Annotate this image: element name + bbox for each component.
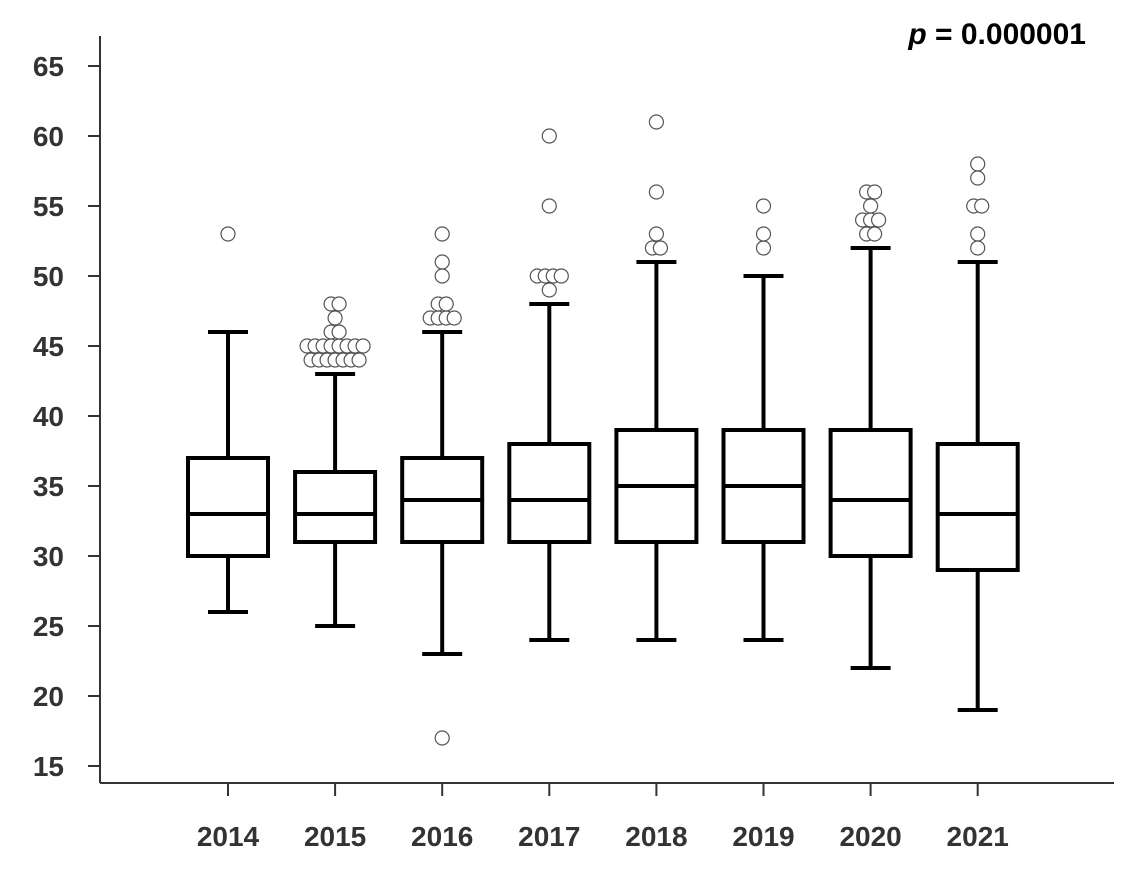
outlier-2015 <box>355 338 371 354</box>
y-tick-label-60: 60 <box>33 121 64 152</box>
outlier-2017 <box>541 128 557 144</box>
outlier-2021 <box>970 240 986 256</box>
x-tick-label-2021: 2021 <box>947 821 1009 852</box>
outlier-2016 <box>434 730 450 746</box>
p-symbol: p <box>907 18 926 51</box>
outlier-2014 <box>220 226 236 242</box>
outlier-2019 <box>755 198 772 214</box>
outlier-2016 <box>434 268 450 284</box>
box-iqr-2015 <box>293 470 378 544</box>
box-2018 <box>614 114 699 642</box>
y-tick-label-35: 35 <box>33 471 64 502</box>
box-series <box>186 114 1020 746</box>
box-iqr-2021 <box>935 442 1020 572</box>
x-tick-label-2014: 2014 <box>197 821 260 852</box>
axes: 15 20 25 30 35 40 45 50 55 60 65 2014 2015 2016 2017 20… <box>33 36 1114 852</box>
outlier-2016 <box>438 296 454 312</box>
box-iqr-2020 <box>828 428 913 558</box>
box-2021 <box>935 156 1020 712</box>
outlier-2018 <box>648 114 665 130</box>
box-2014 <box>186 226 270 614</box>
outlier-2015 <box>331 324 347 340</box>
box-iqr-2014 <box>186 456 270 558</box>
y-tick-label-30: 30 <box>33 541 64 572</box>
y-tick-label-15: 15 <box>33 751 64 782</box>
outlier-2017 <box>541 282 557 298</box>
box-2016 <box>400 226 485 746</box>
outlier-2019 <box>755 240 772 256</box>
outlier-2020 <box>862 198 879 214</box>
outlier-2018 <box>648 184 665 200</box>
outlier-2019 <box>755 226 772 242</box>
outlier-2016 <box>434 254 450 270</box>
outlier-2020 <box>866 226 883 242</box>
outlier-2018 <box>648 226 665 242</box>
x-tick-label-2019: 2019 <box>732 821 794 852</box>
outlier-2015 <box>351 352 367 368</box>
x-tick-label-2020: 2020 <box>839 821 901 852</box>
outlier-2021 <box>970 170 986 186</box>
box-2017 <box>507 128 592 642</box>
p-value-text: = 0.000001 <box>927 18 1086 51</box>
y-tick-label-40: 40 <box>33 401 64 432</box>
p-value-annotation: p = 0.000001 <box>907 18 1086 51</box>
x-tick-label-2018: 2018 <box>625 821 687 852</box>
y-tick-label-50: 50 <box>33 261 64 292</box>
outlier-2015 <box>327 310 343 326</box>
box-2019 <box>721 198 806 642</box>
outlier-2016 <box>434 226 450 242</box>
box-2020 <box>828 184 913 670</box>
x-tick-label-2017: 2017 <box>518 821 580 852</box>
y-tick-label-55: 55 <box>33 191 64 222</box>
outlier-2017 <box>541 198 557 214</box>
outlier-2021 <box>970 226 986 242</box>
x-tick-label-2016: 2016 <box>411 821 473 852</box>
outlier-2021 <box>974 198 990 214</box>
x-tick-label-2015: 2015 <box>304 821 366 852</box>
y-tick-label-20: 20 <box>33 681 64 712</box>
box-2015 <box>293 296 378 628</box>
outlier-2017 <box>553 268 569 284</box>
outlier-2020 <box>870 212 887 228</box>
outlier-2016 <box>446 310 462 326</box>
outlier-2015 <box>331 296 347 312</box>
y-tick-label-25: 25 <box>33 611 64 642</box>
outlier-2021 <box>970 156 986 172</box>
box-iqr-2017 <box>507 442 592 544</box>
outlier-2018 <box>652 240 669 256</box>
outlier-2020 <box>866 184 883 200</box>
y-tick-label-45: 45 <box>33 331 64 362</box>
y-tick-label-65: 65 <box>33 51 64 82</box>
